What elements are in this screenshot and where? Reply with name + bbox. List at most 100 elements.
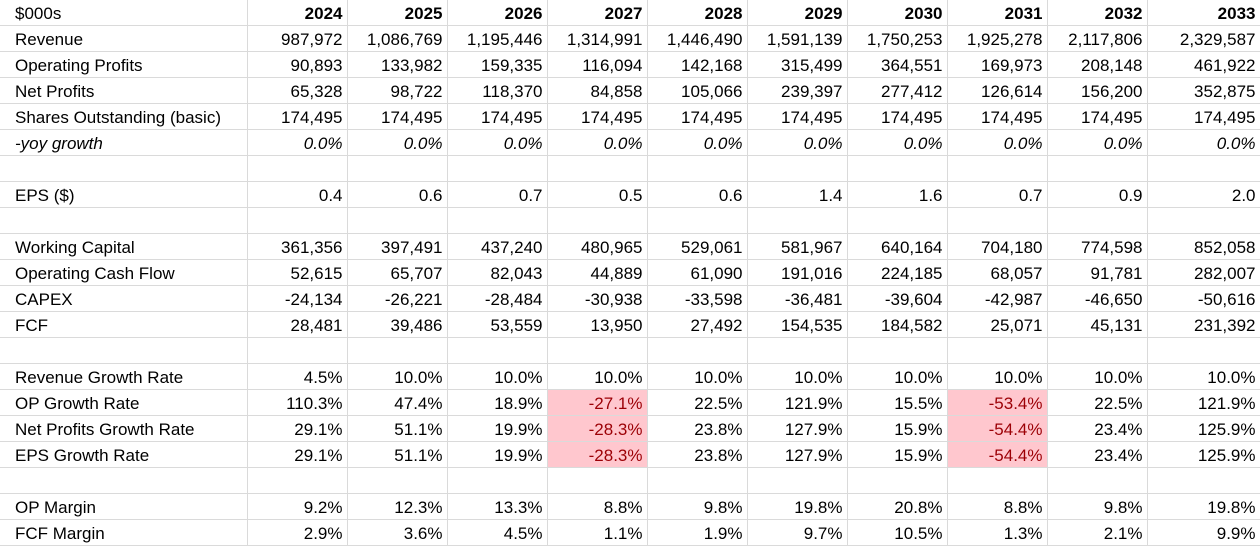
value-cell[interactable]: 0.4 bbox=[247, 181, 348, 208]
value-cell[interactable]: 125.9% bbox=[1147, 415, 1260, 442]
value-cell[interactable]: 61,090 bbox=[647, 259, 748, 286]
value-cell[interactable]: 0.0% bbox=[1147, 129, 1260, 156]
value-cell[interactable]: -50,616 bbox=[1147, 285, 1260, 312]
value-cell[interactable] bbox=[647, 207, 748, 234]
value-cell[interactable]: 142,168 bbox=[647, 51, 748, 78]
value-cell[interactable]: 10.0% bbox=[947, 363, 1048, 390]
value-cell[interactable]: 84,858 bbox=[547, 77, 648, 104]
value-cell[interactable] bbox=[1147, 207, 1260, 234]
value-cell[interactable]: -33,598 bbox=[647, 285, 748, 312]
value-cell[interactable]: 174,495 bbox=[347, 103, 448, 130]
value-cell[interactable] bbox=[447, 155, 548, 182]
value-cell[interactable]: 10.5% bbox=[847, 519, 948, 546]
value-cell[interactable]: 224,185 bbox=[847, 259, 948, 286]
value-cell[interactable]: 15.9% bbox=[847, 415, 948, 442]
row-label-cell[interactable]: OP Growth Rate bbox=[0, 389, 248, 416]
value-cell[interactable]: 0.0% bbox=[847, 129, 948, 156]
value-cell[interactable]: 1,750,253 bbox=[847, 25, 948, 52]
value-cell[interactable]: 174,495 bbox=[447, 103, 548, 130]
row-label-cell[interactable]: -yoy growth bbox=[0, 129, 248, 156]
value-cell[interactable]: 10.0% bbox=[747, 363, 848, 390]
value-cell[interactable]: 2.9% bbox=[247, 519, 348, 546]
value-cell[interactable]: 191,016 bbox=[747, 259, 848, 286]
value-cell[interactable]: 1.1% bbox=[547, 519, 648, 546]
value-cell[interactable]: 0.7 bbox=[947, 181, 1048, 208]
value-cell[interactable]: 1,086,769 bbox=[347, 25, 448, 52]
value-cell[interactable]: 44,889 bbox=[547, 259, 648, 286]
value-cell[interactable]: 1,195,446 bbox=[447, 25, 548, 52]
value-cell[interactable]: 65,707 bbox=[347, 259, 448, 286]
value-cell[interactable]: 105,066 bbox=[647, 77, 748, 104]
value-cell[interactable]: 174,495 bbox=[547, 103, 648, 130]
row-label-cell[interactable] bbox=[0, 155, 248, 182]
value-cell[interactable] bbox=[347, 155, 448, 182]
value-cell[interactable]: 15.9% bbox=[847, 441, 948, 468]
value-cell[interactable]: 0.0% bbox=[747, 129, 848, 156]
value-cell[interactable] bbox=[447, 467, 548, 494]
value-cell[interactable]: -39,604 bbox=[847, 285, 948, 312]
value-cell[interactable]: 364,551 bbox=[847, 51, 948, 78]
value-cell[interactable]: 13.3% bbox=[447, 493, 548, 520]
value-cell[interactable]: 174,495 bbox=[1047, 103, 1148, 130]
value-cell[interactable]: 208,148 bbox=[1047, 51, 1148, 78]
value-cell[interactable]: 0.0% bbox=[1047, 129, 1148, 156]
value-cell[interactable] bbox=[247, 467, 348, 494]
value-cell[interactable] bbox=[747, 467, 848, 494]
value-cell[interactable]: 461,922 bbox=[1147, 51, 1260, 78]
value-cell[interactable]: 23.8% bbox=[647, 441, 748, 468]
value-cell[interactable]: 98,722 bbox=[347, 77, 448, 104]
value-cell[interactable] bbox=[1047, 337, 1148, 364]
value-cell[interactable]: 126,614 bbox=[947, 77, 1048, 104]
value-cell[interactable]: 0.0% bbox=[547, 129, 648, 156]
value-cell[interactable]: 1,925,278 bbox=[947, 25, 1048, 52]
value-cell[interactable]: 2,329,587 bbox=[1147, 25, 1260, 52]
value-cell[interactable]: 1,446,490 bbox=[647, 25, 748, 52]
value-cell[interactable]: 28,481 bbox=[247, 311, 348, 338]
value-cell[interactable]: 352,875 bbox=[1147, 77, 1260, 104]
value-cell[interactable]: 0.0% bbox=[647, 129, 748, 156]
value-cell[interactable]: 51.1% bbox=[347, 415, 448, 442]
value-cell[interactable]: 640,164 bbox=[847, 233, 948, 260]
value-cell[interactable]: 174,495 bbox=[747, 103, 848, 130]
row-label-cell[interactable]: EPS ($) bbox=[0, 181, 248, 208]
year-header-cell[interactable]: 2024 bbox=[247, 0, 348, 26]
value-cell[interactable]: 1.4 bbox=[747, 181, 848, 208]
value-cell[interactable]: 2,117,806 bbox=[1047, 25, 1148, 52]
value-cell[interactable]: 1.9% bbox=[647, 519, 748, 546]
value-cell[interactable] bbox=[847, 337, 948, 364]
value-cell[interactable]: 156,200 bbox=[1047, 77, 1148, 104]
value-cell[interactable] bbox=[547, 467, 648, 494]
row-label-cell[interactable]: OP Margin bbox=[0, 493, 248, 520]
value-cell[interactable]: 9.9% bbox=[1147, 519, 1260, 546]
value-cell[interactable]: 18.9% bbox=[447, 389, 548, 416]
value-cell[interactable] bbox=[1147, 467, 1260, 494]
value-cell[interactable]: 127.9% bbox=[747, 441, 848, 468]
value-cell[interactable] bbox=[747, 337, 848, 364]
year-header-cell[interactable]: 2026 bbox=[447, 0, 548, 26]
value-cell[interactable]: 25,071 bbox=[947, 311, 1048, 338]
value-cell[interactable]: 19.9% bbox=[447, 441, 548, 468]
corner-label-cell[interactable]: $000s bbox=[0, 0, 248, 26]
value-cell[interactable]: 361,356 bbox=[247, 233, 348, 260]
value-cell[interactable] bbox=[247, 155, 348, 182]
value-cell[interactable]: 10.0% bbox=[1047, 363, 1148, 390]
value-cell[interactable]: 159,335 bbox=[447, 51, 548, 78]
row-label-cell[interactable]: Net Profits Growth Rate bbox=[0, 415, 248, 442]
value-cell[interactable] bbox=[347, 207, 448, 234]
value-cell[interactable] bbox=[347, 467, 448, 494]
value-cell[interactable]: 10.0% bbox=[447, 363, 548, 390]
value-cell[interactable]: 29.1% bbox=[247, 441, 348, 468]
value-cell[interactable]: 1.3% bbox=[947, 519, 1048, 546]
value-cell[interactable] bbox=[947, 155, 1048, 182]
value-cell[interactable]: 0.9 bbox=[1047, 181, 1148, 208]
value-cell[interactable]: 0.6 bbox=[647, 181, 748, 208]
value-cell[interactable]: 12.3% bbox=[347, 493, 448, 520]
value-cell[interactable]: 19.9% bbox=[447, 415, 548, 442]
value-cell[interactable]: 4.5% bbox=[447, 519, 548, 546]
value-cell[interactable]: 9.8% bbox=[647, 493, 748, 520]
value-cell[interactable]: 53,559 bbox=[447, 311, 548, 338]
row-label-cell[interactable]: FCF Margin bbox=[0, 519, 248, 546]
value-cell[interactable]: -26,221 bbox=[347, 285, 448, 312]
row-label-cell[interactable]: Working Capital bbox=[0, 233, 248, 260]
row-label-cell[interactable]: EPS Growth Rate bbox=[0, 441, 248, 468]
